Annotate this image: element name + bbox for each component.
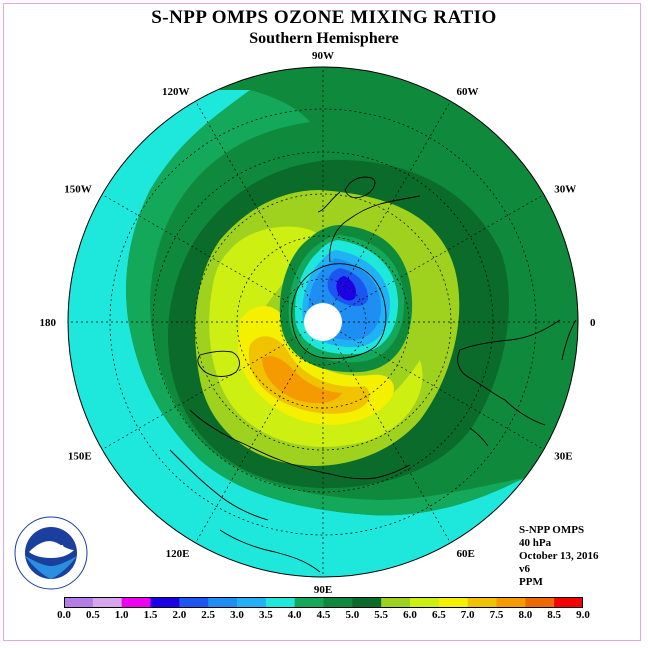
- colorbar-segment: [496, 597, 526, 608]
- colorbar-label: 6.0: [403, 609, 417, 621]
- colorbar-label: 5.0: [345, 609, 360, 621]
- colorbar-segment: [64, 597, 94, 608]
- south-america-tip: [344, 176, 376, 199]
- colorbar-segment: [208, 597, 238, 608]
- colorbar-label: 3.5: [258, 609, 273, 621]
- colorbar-label: 2.0: [172, 609, 187, 621]
- figure-frame: [3, 3, 641, 641]
- map-subtitle: Southern Hemisphere: [249, 30, 399, 47]
- africa-coast: [457, 319, 561, 426]
- coastlines: [169, 176, 577, 573]
- colorbar-segment: [467, 597, 497, 608]
- longitude-label: 30E: [554, 451, 572, 463]
- colorbar-label: 8.0: [518, 609, 533, 621]
- info-instrument: S-NPP OMPS: [519, 524, 585, 536]
- info-units: PPM: [519, 576, 543, 588]
- colorbar-label: 3.0: [230, 609, 244, 621]
- field-1.5-hole: [336, 276, 356, 301]
- longitude-label: 120W: [162, 86, 190, 98]
- colorbar-label: 0.0: [57, 609, 71, 621]
- colorbar-label: 1.0: [114, 609, 129, 621]
- longitude-label: 150W: [64, 184, 92, 196]
- colorbar-segment: [92, 597, 123, 608]
- longitude-label: 30W: [554, 184, 576, 196]
- colorbar-segment: [265, 597, 296, 608]
- field-3.5-4.0: [68, 90, 578, 577]
- field-7.5-8.0: [262, 355, 342, 404]
- tierra-del-fuego: [317, 191, 341, 213]
- colorbar-segment: [294, 597, 324, 608]
- colorbar-segment: [352, 597, 382, 608]
- map-info: S-NPP OMPS 40 hPa October 13, 2016 v6 PP…: [519, 524, 599, 589]
- colorbar-segment: [410, 597, 440, 608]
- australia-south-coast: [189, 409, 411, 480]
- colorbar-label: 6.5: [431, 609, 446, 621]
- colorbar-label: 9.0: [576, 609, 590, 621]
- colorbar-label: 5.5: [374, 609, 389, 621]
- noaa-logo-text: NOAA: [36, 544, 65, 555]
- colorbar-segment: [438, 597, 469, 608]
- map-title: S-NPP OMPS OZONE MIXING RATIO: [151, 7, 497, 28]
- colorbar-label: 7.0: [460, 609, 475, 621]
- colorbar-label: 0.5: [85, 609, 100, 621]
- longitude-label: 0: [590, 317, 596, 329]
- info-version: v6: [519, 563, 530, 575]
- longitude-label: 120E: [166, 548, 190, 560]
- colorbar-label: 4.5: [316, 609, 331, 621]
- colorbar-label: 4.0: [287, 609, 302, 621]
- antarctic-peninsula: [329, 195, 421, 263]
- info-date: October 13, 2016: [519, 550, 599, 562]
- africa-east: [561, 319, 577, 361]
- longitude-label: 90E: [314, 584, 332, 596]
- info-level: 40 hPa: [519, 537, 552, 549]
- longitude-label: 150E: [68, 451, 92, 463]
- colorbar-segment: [323, 597, 353, 608]
- madagascar: [469, 427, 489, 447]
- colorbar-segment: [381, 597, 411, 608]
- colorbar-segment: [554, 597, 583, 608]
- colorbar-segment: [237, 597, 267, 608]
- colorbar-label: 7.5: [489, 609, 504, 621]
- colorbar-label: 2.5: [201, 609, 216, 621]
- longitude-label: 180: [40, 317, 57, 329]
- antarctica-coast: [291, 263, 387, 359]
- longitude-labels: 90W 60W 30W 0 30E 60E 90E 120E 150E 180 150W 120W: [40, 50, 597, 596]
- longitude-label: 60W: [457, 86, 479, 98]
- map-boundary: [67, 66, 579, 578]
- noaa-logo: NOAA: [14, 516, 88, 590]
- colorbar-outline: [64, 597, 583, 608]
- indonesia: [219, 529, 321, 573]
- colorbar-segment: [121, 597, 151, 608]
- australia-east-coast: [169, 449, 269, 521]
- longitude-label: 90W: [312, 50, 334, 62]
- colorbar-segment: [525, 597, 555, 608]
- longitude-label: 60E: [457, 548, 475, 560]
- colorbar-segment: [179, 597, 209, 608]
- pole-no-data: [304, 303, 342, 341]
- colorbar-label: 8.5: [547, 609, 562, 621]
- colorbar-segment: [150, 597, 180, 608]
- ozone-field: [68, 67, 578, 577]
- colorbar-label: 1.5: [143, 609, 158, 621]
- colorbar: [64, 597, 583, 608]
